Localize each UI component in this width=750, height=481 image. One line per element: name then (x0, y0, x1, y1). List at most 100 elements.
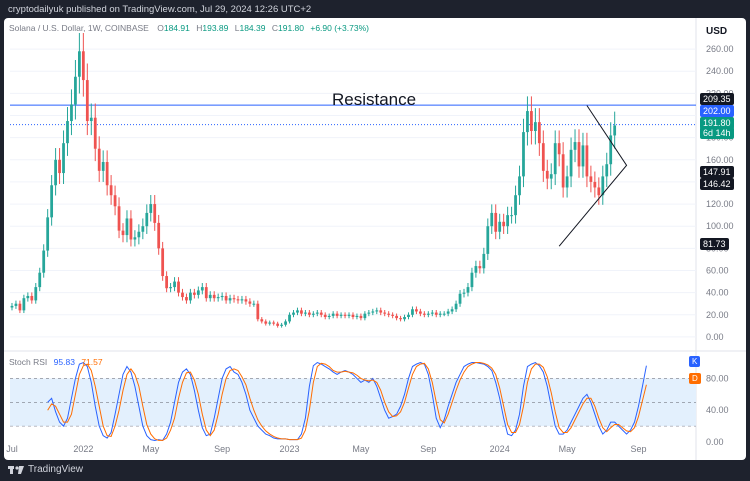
candle-body (260, 319, 264, 322)
candle-body (371, 311, 375, 313)
candle-body (339, 314, 343, 316)
candle-body (145, 212, 149, 227)
price-tick-label: 20.00 (706, 310, 729, 320)
candle-body (121, 230, 125, 236)
candle-body (141, 226, 145, 232)
candle-body (593, 181, 597, 188)
candle-body (561, 154, 565, 188)
x-tick-label: Sep (214, 444, 230, 454)
candle-body (177, 281, 180, 293)
candle-body (331, 313, 335, 316)
candle-body (411, 309, 414, 315)
candle-body (26, 295, 30, 299)
candle-body (208, 294, 212, 299)
price-tick-label: 160.00 (706, 155, 734, 165)
change-value: +6.90 (+3.73%) (310, 23, 369, 33)
candle-body (200, 287, 204, 291)
candle-body (50, 185, 54, 218)
candle-body (502, 221, 506, 227)
x-tick-label: Sep (630, 444, 646, 454)
candle-body (458, 293, 462, 304)
candle-body (212, 294, 216, 299)
candle-body (426, 313, 430, 315)
candle-body (545, 170, 549, 179)
candle-body (169, 287, 172, 289)
triangle-pattern (558, 105, 628, 247)
x-tick-label: 2024 (490, 444, 510, 454)
candle-body (442, 313, 446, 315)
candle-body (522, 132, 525, 177)
candle-body (129, 218, 133, 240)
candle-body (22, 298, 26, 311)
candle-body (419, 311, 422, 314)
candle-body (34, 287, 38, 301)
candle-body (462, 292, 466, 294)
candle-body (288, 314, 291, 322)
low-label: L (234, 23, 240, 33)
rsi-d-tag: D (689, 373, 701, 384)
candle-body (109, 185, 113, 196)
candle-body (30, 295, 34, 301)
price-tick-label: 120.00 (706, 199, 734, 209)
rsi-k-value: 95.83 (53, 357, 75, 367)
candle-body (577, 142, 581, 167)
price-tick-label: 0.00 (706, 332, 724, 342)
price-tag-146: 146.42 (700, 178, 734, 190)
rsi-tick-label: 80.00 (706, 373, 729, 383)
candle-body (434, 312, 438, 315)
candle-body (478, 266, 482, 269)
candle-body (300, 310, 303, 314)
candle-body (363, 313, 367, 319)
candle-body (422, 313, 426, 315)
publisher-line: cryptodailyuk published on TradingView.c… (8, 4, 312, 15)
candle-body (537, 122, 541, 144)
brand-name: TradingView (28, 464, 84, 475)
close-value: 191.80 (277, 23, 304, 33)
candle-body (220, 295, 224, 298)
candle-body (74, 76, 77, 105)
candle-body (264, 321, 268, 324)
candle-body (272, 322, 276, 324)
candle-body (181, 292, 184, 298)
candle-body (105, 162, 109, 186)
rsi-d-value: 71.57 (81, 357, 103, 367)
candle-body (387, 313, 391, 315)
candle-body (248, 301, 252, 304)
candle-body (204, 287, 208, 299)
candle-body (66, 121, 69, 144)
candle-body (347, 314, 351, 316)
candle-body (157, 222, 161, 249)
currency-label[interactable]: USD (706, 26, 728, 37)
candle-body (510, 215, 513, 217)
candle-body (375, 310, 379, 312)
candle-body (85, 80, 89, 122)
rsi-name: Stoch RSI (9, 357, 48, 367)
candle-body (407, 314, 410, 317)
candle-body (573, 142, 577, 150)
candle-body (276, 323, 280, 326)
candle-body (307, 312, 311, 315)
price-tick-label: 40.00 (706, 288, 729, 298)
candle-body (292, 312, 295, 315)
candle-body (54, 159, 57, 186)
chart-svg[interactable]: 0.0020.0040.0060.0080.00100.00120.00140.… (4, 18, 746, 460)
candle-body (486, 226, 490, 254)
candle-body (470, 272, 474, 288)
candle-body (565, 176, 569, 188)
candle-body (18, 303, 22, 311)
candle-body (609, 135, 613, 165)
candle-body (189, 292, 192, 301)
candle-body (216, 297, 220, 299)
x-tick-label: May (142, 444, 160, 454)
candle-body (518, 176, 521, 196)
chart-area[interactable]: 0.0020.0040.0060.0080.00100.00120.00140.… (4, 18, 746, 460)
candle-body (327, 315, 331, 317)
candle-body (137, 231, 141, 238)
rsi-d-line (47, 362, 647, 441)
price-tick-label: 260.00 (706, 44, 734, 54)
rsi-k-tag: K (689, 356, 701, 367)
high-label: H (196, 23, 203, 33)
x-tick-label: 2022 (73, 444, 93, 454)
price-tick-label: 240.00 (706, 66, 734, 76)
